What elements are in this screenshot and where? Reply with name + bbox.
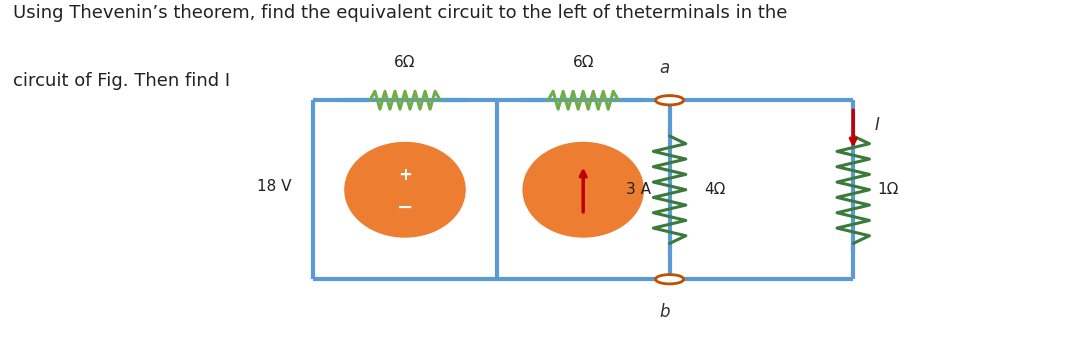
Circle shape — [656, 275, 684, 284]
Text: +: + — [399, 166, 411, 184]
Circle shape — [656, 96, 684, 105]
Text: b: b — [659, 303, 670, 320]
Text: I: I — [875, 116, 880, 134]
Text: a: a — [659, 59, 670, 77]
Text: 3 A: 3 A — [626, 182, 651, 197]
Text: 18 V: 18 V — [257, 179, 292, 194]
Text: Using Thevenin’s theorem, find the equivalent circuit to the left of theterminal: Using Thevenin’s theorem, find the equiv… — [13, 4, 787, 21]
Text: 6Ω: 6Ω — [394, 55, 416, 70]
Ellipse shape — [346, 143, 464, 236]
Text: 4Ω: 4Ω — [704, 182, 726, 197]
Ellipse shape — [524, 143, 643, 236]
Text: 6Ω: 6Ω — [572, 55, 594, 70]
Text: −: − — [396, 197, 414, 217]
Text: circuit of Fig. Then find I: circuit of Fig. Then find I — [13, 72, 230, 90]
Text: 1Ω: 1Ω — [877, 182, 899, 197]
